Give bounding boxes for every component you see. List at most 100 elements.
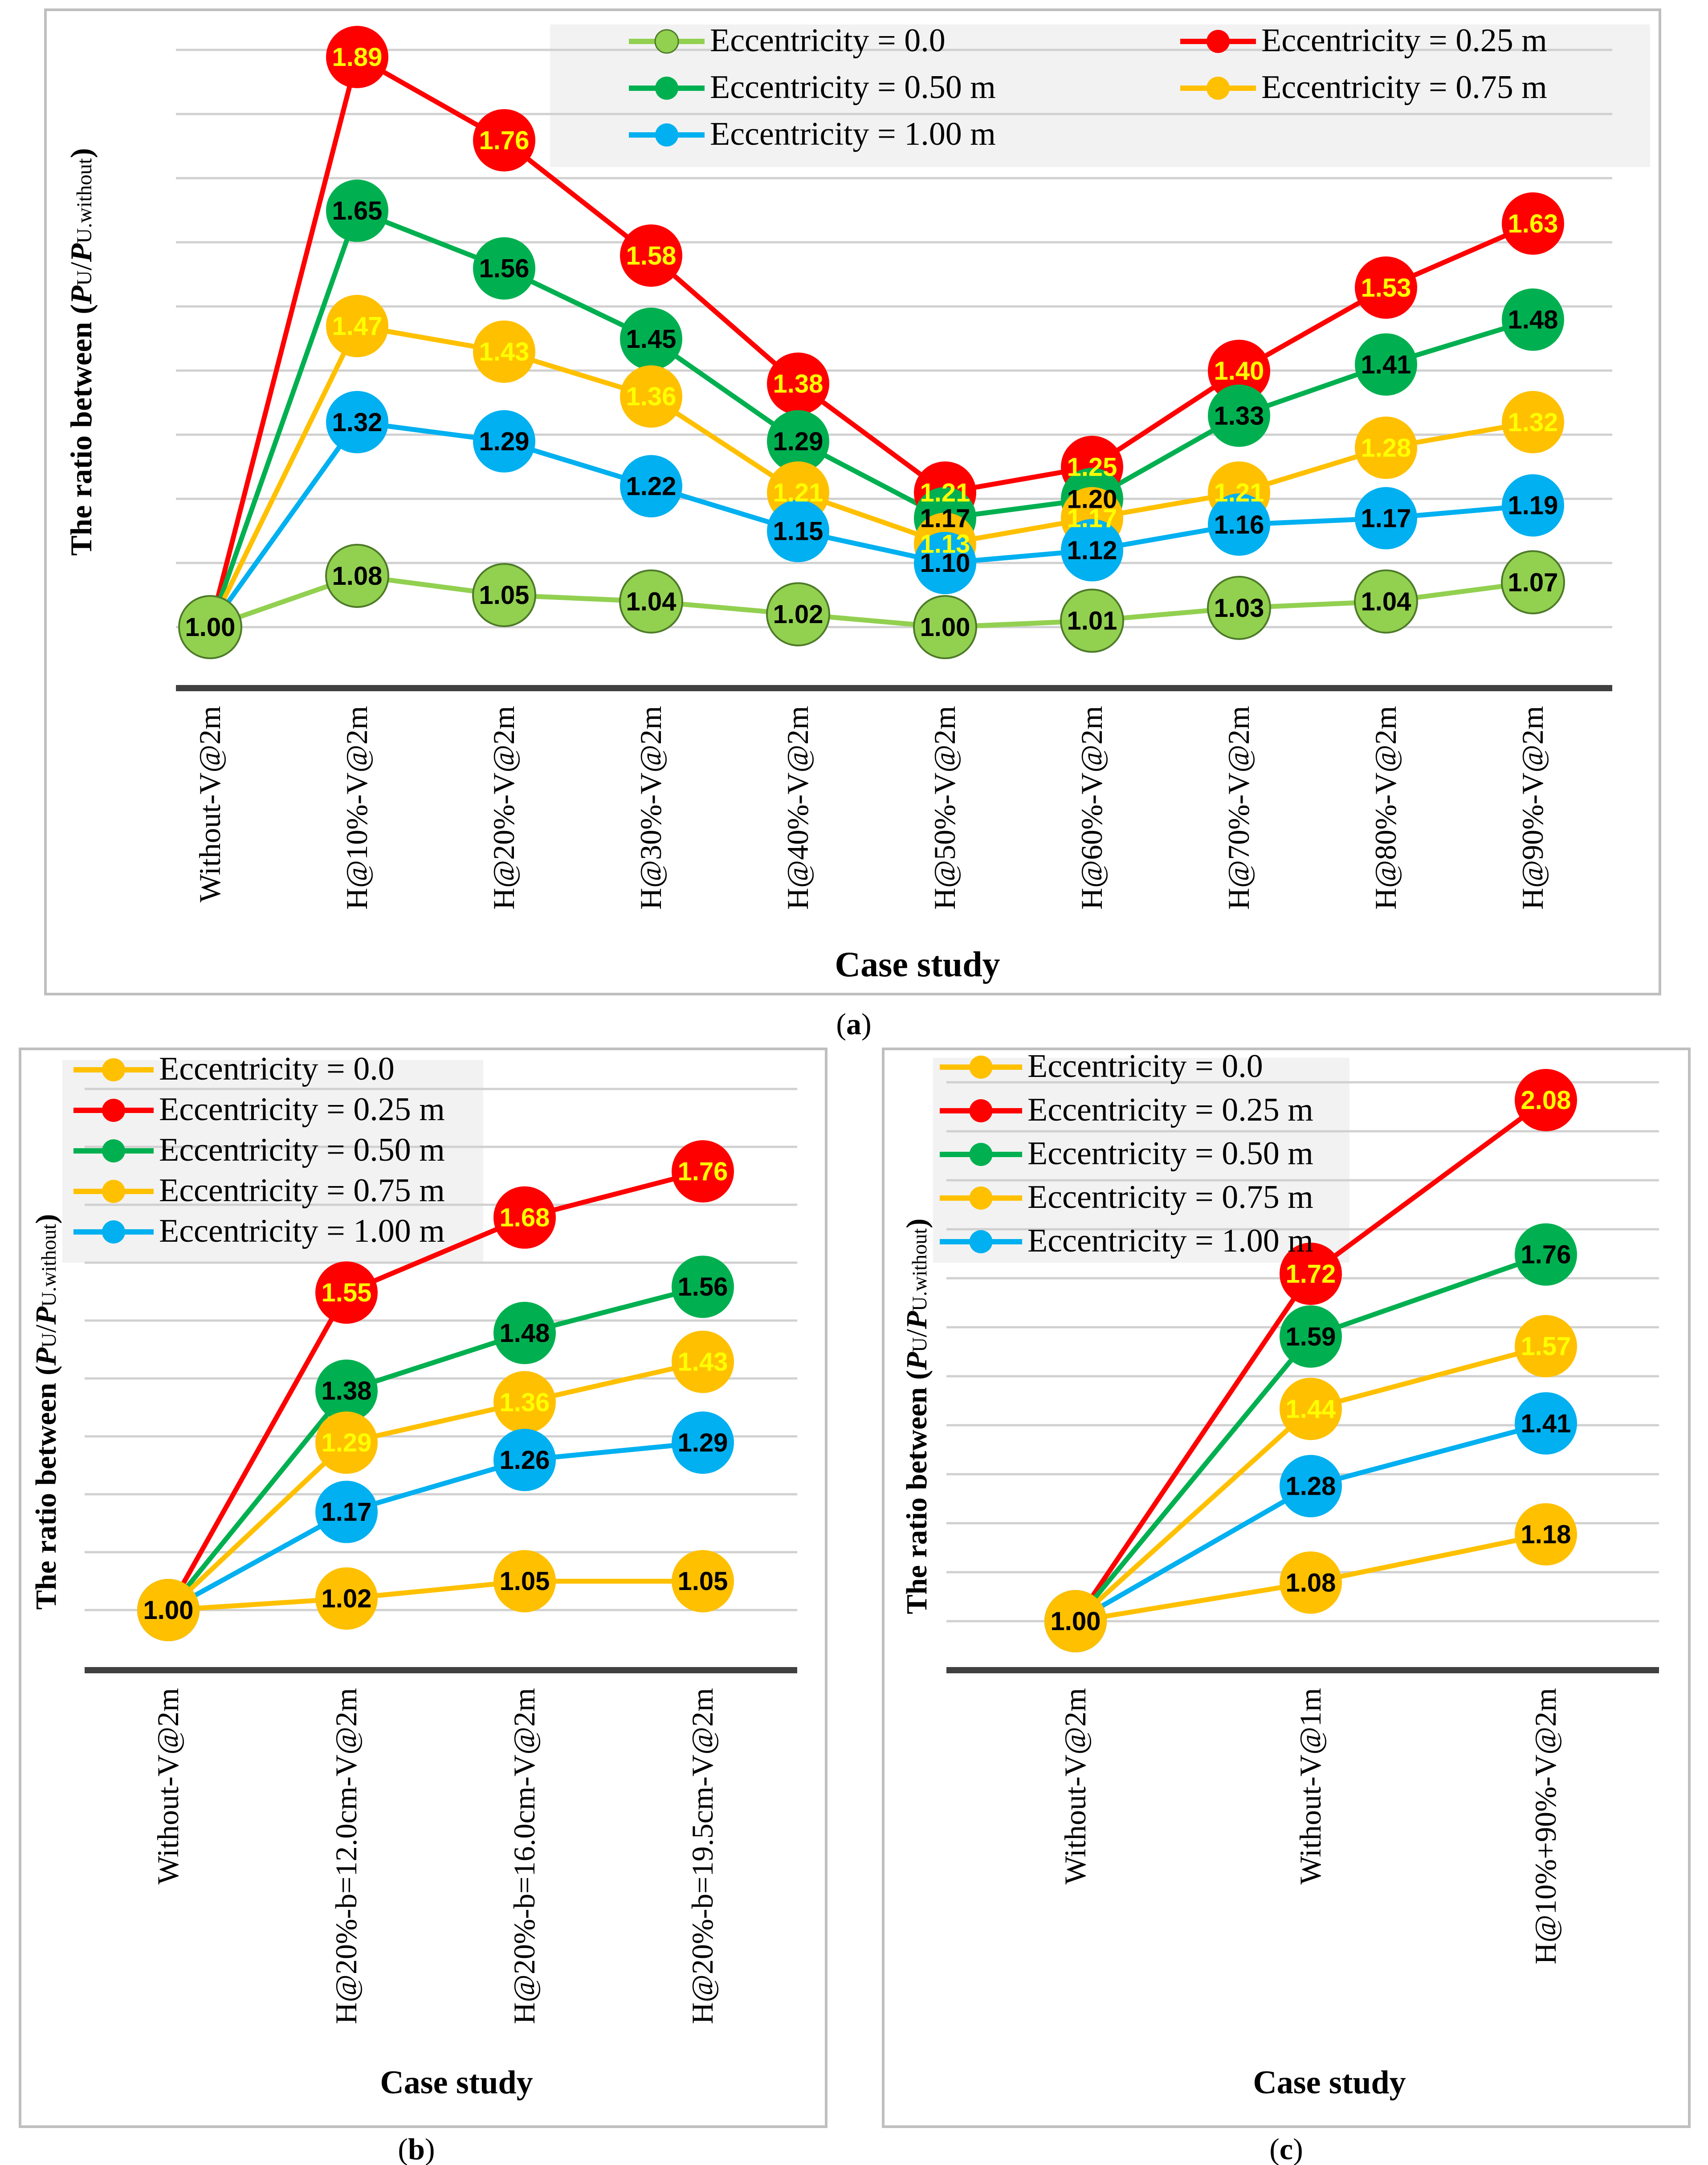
series-line-3 [166, 1359, 705, 1613]
data-label: 1.04 [1361, 587, 1411, 616]
data-label: 1.76 [1521, 1240, 1571, 1269]
data-label: 1.59 [1286, 1322, 1336, 1351]
data-label: 1.20 [1067, 485, 1117, 514]
data-label: 1.29 [479, 427, 530, 456]
data-point [1355, 416, 1417, 479]
data-point [137, 1579, 200, 1641]
data-label: 1.53 [1361, 273, 1411, 302]
data-point [1502, 391, 1564, 453]
y-axis-title-prefix: The ratio between ( [64, 304, 98, 556]
data-label: 1.17 [1067, 504, 1117, 533]
data-label: 1.00 [185, 613, 236, 642]
data-label: 1.00 [185, 613, 236, 642]
panel-a-tag-letter: a [846, 1007, 861, 1041]
legend-label: Eccentricity = 0.75 m [1027, 1179, 1313, 1215]
series-line-2 [166, 1284, 705, 1613]
x-tick-label: H@20%-b=16.0cm-V@2m [507, 1688, 541, 2024]
data-label: 1.25 [1067, 453, 1117, 481]
series-markers: 1.00 1.89 1.76 1.58 1.38 1.21 1.25 1.40 1.53 1.63… [178, 26, 1565, 659]
y-axis-title-symbol: P [30, 1347, 62, 1366]
data-label: 1.05 [500, 1567, 550, 1596]
data-label: 1.76 [678, 1157, 728, 1186]
data-label: 1.41 [1361, 350, 1411, 379]
data-label: 1.21 [920, 478, 970, 507]
legend-label: Eccentricity = 0.0 [1027, 1048, 1263, 1085]
data-label: 1.17 [1361, 504, 1411, 533]
y-axis-title-slash: / [901, 1329, 933, 1337]
data-label: 1.00 [920, 613, 970, 642]
data-point [619, 569, 683, 634]
data-label: 1.03 [1214, 594, 1264, 623]
series-line-0 [208, 573, 1536, 630]
data-label: 1.43 [678, 1348, 728, 1377]
legend-label: Eccentricity = 0.25 m [1261, 22, 1547, 59]
data-label: 1.32 [332, 408, 383, 437]
data-point [1515, 1223, 1577, 1286]
data-point [472, 563, 536, 628]
data-point [1044, 1590, 1107, 1652]
data-point [620, 224, 682, 287]
y-axis-title: The ratio between (PU/PU.without) [901, 1219, 933, 1614]
data-point [1355, 333, 1417, 396]
legend-label: Eccentricity = 0.75 m [159, 1172, 445, 1209]
data-label: 1.43 [479, 338, 530, 367]
legend-marker [102, 1139, 125, 1162]
series-lines [166, 1169, 705, 1613]
data-label: 1.05 [479, 581, 530, 610]
y-axis-title-subscript: U.without [73, 158, 96, 244]
data-point [178, 595, 242, 659]
data-point [672, 1256, 734, 1318]
data-label: 1.47 [332, 312, 383, 341]
series-lines [208, 54, 1536, 630]
data-point [493, 1550, 556, 1613]
legend-marker [655, 123, 678, 147]
y-axis-title-prefix: The ratio between ( [30, 1366, 62, 1610]
x-tick-label: H@40%-V@2m [781, 706, 815, 910]
data-label: 1.57 [1521, 1332, 1571, 1361]
data-point [766, 582, 830, 647]
data-label: 1.76 [479, 126, 530, 155]
data-label: 1.08 [1286, 1568, 1336, 1597]
data-point [620, 365, 682, 428]
data-label: 1.08 [332, 562, 383, 591]
series-line-4 [208, 420, 1536, 630]
legend-marker [969, 1143, 993, 1166]
data-point [1515, 1315, 1577, 1378]
data-label: 1.00 [1051, 1607, 1101, 1636]
legend-label: Eccentricity = 0.75 m [1261, 69, 1547, 106]
data-label: 1.19 [1508, 491, 1558, 520]
legend-marker [102, 1220, 125, 1244]
data-label: 1.00 [185, 613, 236, 642]
data-label: 1.00 [185, 613, 236, 642]
legend-marker [1207, 77, 1230, 100]
x-tick-label: H@20%-b=19.5cm-V@2m [685, 1688, 719, 2024]
panel-b-tag: (b) [398, 2132, 435, 2165]
data-label: 1.00 [143, 1596, 194, 1625]
data-label: 1.45 [626, 325, 677, 354]
legend-label: Eccentricity = 1.00 m [1027, 1223, 1313, 1259]
x-tick-label: H@60%-V@2m [1075, 706, 1109, 910]
data-point [315, 1567, 378, 1630]
data-label: 1.38 [322, 1377, 372, 1406]
x-tick-label: H@20%-b=12.0cm-V@2m [329, 1688, 363, 2024]
data-point [1208, 384, 1270, 447]
data-label: 1.13 [920, 530, 970, 559]
data-label: 1.28 [1286, 1472, 1336, 1501]
x-tick-label: H@20%-V@2m [487, 706, 521, 910]
legend-marker [969, 1186, 993, 1210]
data-label: 1.02 [322, 1584, 372, 1613]
data-point [473, 410, 535, 473]
data-point [620, 455, 682, 518]
data-point [1502, 288, 1564, 351]
data-label: 1.55 [322, 1278, 372, 1307]
data-point [620, 307, 682, 370]
data-label: 1.40 [1214, 357, 1264, 386]
legend-marker [102, 1099, 125, 1122]
data-point [914, 532, 976, 595]
legend-label: Eccentricity = 0.50 m [710, 69, 996, 106]
series-line-2 [208, 208, 1536, 630]
x-tick-label: H@90%-V@2m [1516, 706, 1549, 910]
data-label: 1.89 [332, 43, 383, 72]
data-point [1061, 519, 1123, 582]
x-tick-label: H@30%-V@2m [634, 706, 668, 910]
